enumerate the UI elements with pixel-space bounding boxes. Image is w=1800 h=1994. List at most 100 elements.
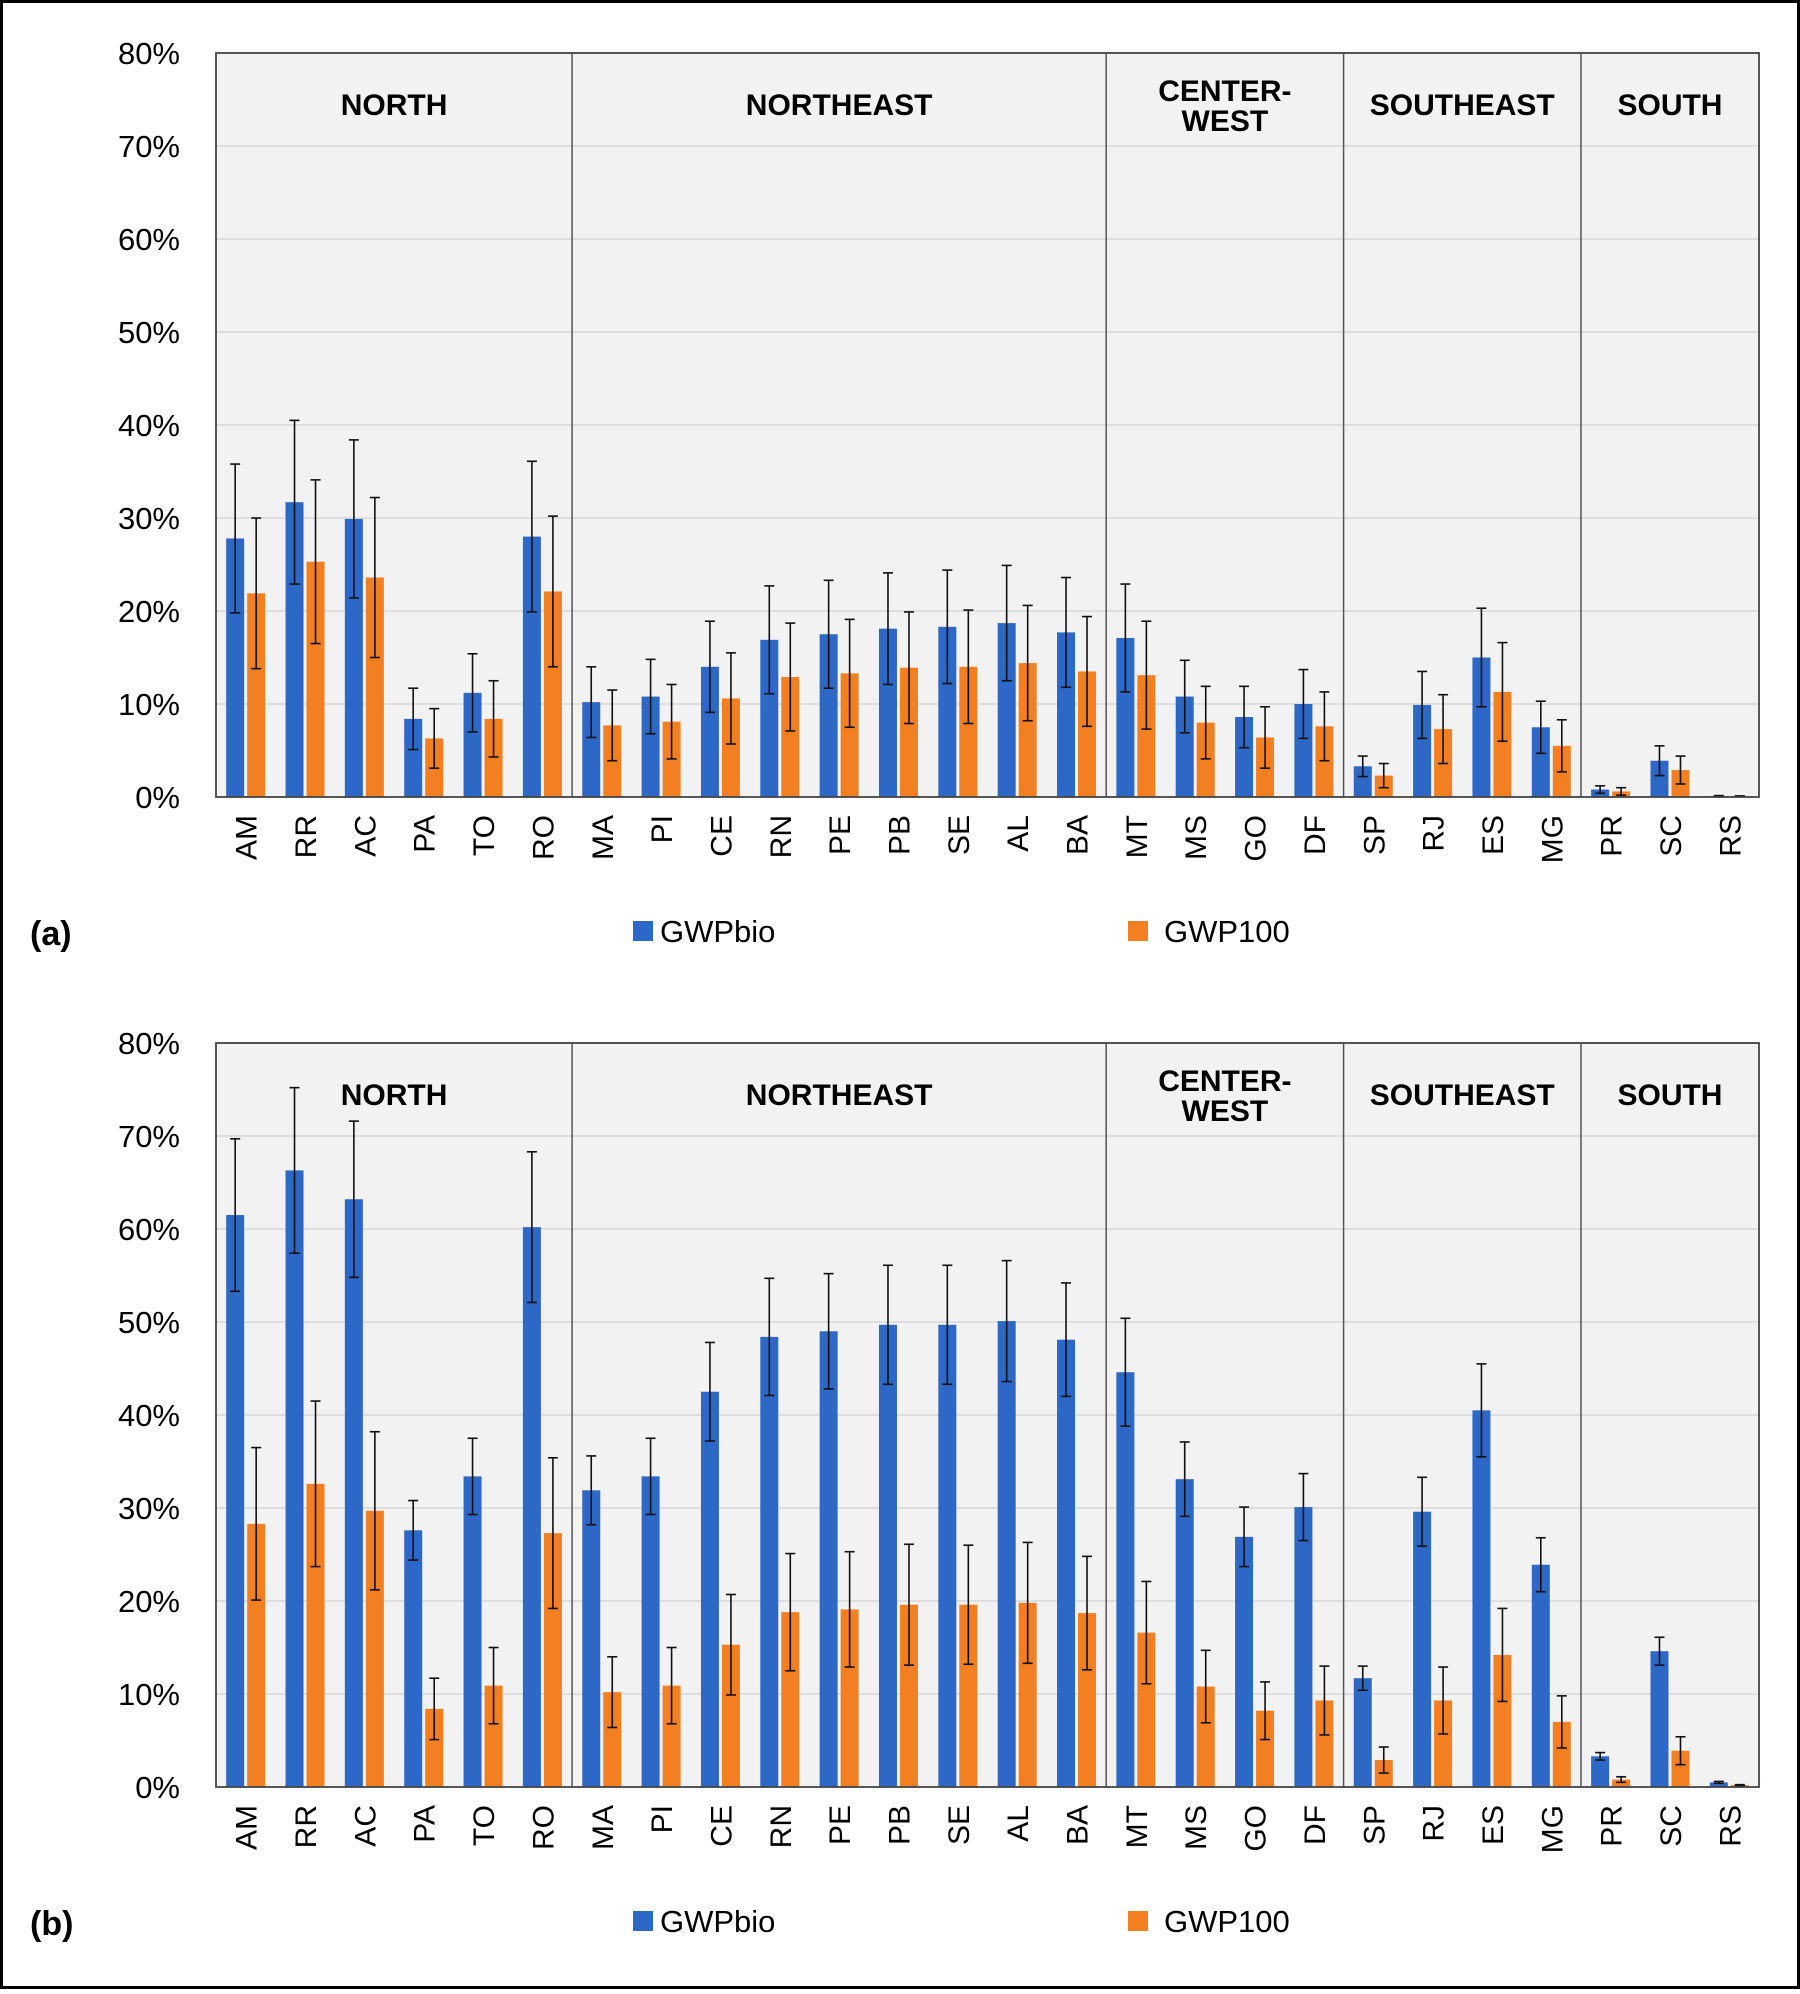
error-bar-gwpbio-pi bbox=[645, 1437, 656, 1516]
y-tick-label: 20% bbox=[118, 594, 180, 629]
error-bar-gwpbio-pi bbox=[645, 658, 656, 735]
error-bar-gwpbio-mt bbox=[1120, 583, 1131, 693]
x-tick-label-go: GO bbox=[1240, 815, 1273, 862]
x-tick-label-sc: SC bbox=[1655, 1805, 1688, 1847]
error-bar-gwpbio-sc bbox=[1654, 1636, 1665, 1666]
bar-gwp100-ms bbox=[1196, 722, 1215, 797]
bar-gwp100-se bbox=[959, 1604, 978, 1787]
error-bar-gwpbio-rn bbox=[764, 585, 775, 695]
bar-gwpbio-rr bbox=[285, 1170, 304, 1787]
error-bar-gwpbio-ac bbox=[348, 439, 359, 599]
bar-gwpbio-pa bbox=[404, 1530, 423, 1787]
bar-gwpbio-ro bbox=[522, 1227, 541, 1787]
bar-gwpbio-pb bbox=[878, 1324, 897, 1787]
bar-gwpbio-pi bbox=[641, 1476, 660, 1787]
y-tick-label: 10% bbox=[118, 687, 180, 722]
bar-gwp100-pb bbox=[899, 667, 918, 797]
legend-label-gwpbio: GWPbio bbox=[660, 1904, 775, 1939]
error-bar-gwp100-rj bbox=[1438, 693, 1449, 765]
y-tick-label: 40% bbox=[118, 1398, 180, 1433]
error-bar-gwp100-al bbox=[1022, 1541, 1033, 1665]
bar-gwpbio-pe bbox=[819, 1331, 838, 1787]
bar-gwpbio-mg bbox=[1531, 1564, 1550, 1787]
bar-gwp100-go bbox=[1256, 1710, 1275, 1787]
error-bar-gwpbio-es bbox=[1476, 607, 1487, 708]
bar-gwp100-se bbox=[959, 666, 978, 797]
error-bar-gwp100-mg bbox=[1556, 1695, 1567, 1749]
bar-gwp100-am bbox=[247, 1523, 266, 1787]
region-label: SOUTH bbox=[1617, 89, 1722, 122]
error-bar-gwp100-se bbox=[963, 609, 974, 725]
bar-gwp100-ro bbox=[543, 591, 562, 797]
y-tick-label: 40% bbox=[118, 408, 180, 443]
x-tick-label-rn: RN bbox=[765, 1805, 798, 1848]
x-tick-label-pr: PR bbox=[1596, 1805, 1629, 1847]
error-bar-gwp100-es bbox=[1497, 641, 1508, 743]
bar-gwp100-mt bbox=[1137, 1632, 1156, 1787]
x-tick-label-ba: BA bbox=[1062, 815, 1095, 855]
panel-label: (b) bbox=[30, 1905, 73, 1943]
x-tick-label-rs: RS bbox=[1714, 1805, 1747, 1847]
x-tick-label-mg: MG bbox=[1536, 815, 1569, 863]
bar-gwp100-ma bbox=[603, 1692, 622, 1787]
x-tick-label-mg: MG bbox=[1536, 1805, 1569, 1853]
error-bar-gwpbio-ms bbox=[1179, 659, 1190, 734]
error-bar-gwpbio-df bbox=[1298, 668, 1309, 740]
x-tick-label-mt: MT bbox=[1121, 1805, 1154, 1848]
x-tick-label-pa: PA bbox=[409, 815, 442, 853]
y-tick-label: 0% bbox=[135, 1770, 180, 1805]
error-bar-gwp100-pa bbox=[429, 707, 440, 769]
error-bar-gwpbio-rn bbox=[764, 1277, 775, 1397]
bar-gwp100-al bbox=[1018, 1602, 1037, 1787]
legend-label-gwpbio: GWPbio bbox=[660, 914, 775, 949]
y-tick-label: 20% bbox=[118, 1584, 180, 1619]
bar-gwpbio-go bbox=[1235, 717, 1254, 797]
bar-gwp100-pr bbox=[1612, 1779, 1631, 1787]
error-bar-gwp100-pr bbox=[1616, 786, 1627, 796]
x-tick-label-rj: RJ bbox=[1418, 815, 1451, 852]
region-label: NORTHEAST bbox=[746, 89, 933, 122]
bar-gwpbio-rn bbox=[760, 1336, 779, 1787]
x-tick-label-pr: PR bbox=[1596, 815, 1629, 857]
bar-gwp100-rn bbox=[781, 1612, 800, 1787]
error-bar-gwp100-pb bbox=[903, 1543, 914, 1666]
bar-gwpbio-al bbox=[997, 623, 1016, 797]
x-tick-label-ce: CE bbox=[705, 815, 738, 857]
region-label: SOUTH bbox=[1617, 1079, 1722, 1112]
bar-gwpbio-rs bbox=[1709, 1782, 1728, 1787]
x-tick-label-pb: PB bbox=[883, 1805, 916, 1845]
bar-gwp100-pe bbox=[840, 1609, 859, 1787]
bar-gwpbio-ac bbox=[344, 1199, 363, 1787]
region-label: NORTH bbox=[341, 89, 448, 122]
plot-frame bbox=[215, 52, 1760, 798]
bar-gwp100-ba bbox=[1078, 671, 1097, 797]
error-bar-gwpbio-mg bbox=[1535, 700, 1546, 755]
x-tick-label-ro: RO bbox=[527, 815, 560, 860]
y-tick-label: 80% bbox=[118, 36, 180, 71]
error-bar-gwp100-pi bbox=[666, 683, 677, 760]
x-tick-label-pb: PB bbox=[883, 815, 916, 855]
y-tick-label: 70% bbox=[118, 1119, 180, 1154]
error-bar-gwpbio-pb bbox=[882, 1264, 893, 1386]
bar-gwp100-sc bbox=[1671, 1750, 1690, 1787]
error-bar-gwpbio-sp bbox=[1357, 1665, 1368, 1692]
region-label: WEST bbox=[1182, 105, 1269, 138]
bar-gwp100-am bbox=[247, 593, 266, 797]
error-bar-gwp100-pb bbox=[903, 611, 914, 725]
bar-gwp100-pi bbox=[662, 1685, 681, 1787]
bar-gwp100-to bbox=[484, 1685, 503, 1787]
error-bar-gwp100-to bbox=[488, 1646, 499, 1725]
x-tick-label-ac: AC bbox=[349, 815, 382, 857]
x-tick-label-to: TO bbox=[468, 815, 501, 856]
x-tick-label-go: GO bbox=[1240, 1805, 1273, 1852]
panel-b: 0% 10% 20% 30% 40% 50% 60% 70% 80% NORTH NORTHEAST… bbox=[30, 1026, 1760, 1943]
error-bar-gwp100-rn bbox=[785, 622, 796, 732]
error-bar-gwp100-ba bbox=[1082, 1555, 1093, 1671]
error-bar-gwpbio-mt bbox=[1120, 1317, 1131, 1427]
x-tick-label-rr: RR bbox=[290, 1805, 323, 1848]
y-tick-label: 70% bbox=[118, 129, 180, 164]
error-bar-gwp100-am bbox=[251, 1446, 262, 1601]
error-bar-gwpbio-pr bbox=[1595, 785, 1606, 795]
bar-gwpbio-am bbox=[226, 1215, 245, 1787]
x-tick-label-ms: MS bbox=[1180, 1805, 1213, 1850]
